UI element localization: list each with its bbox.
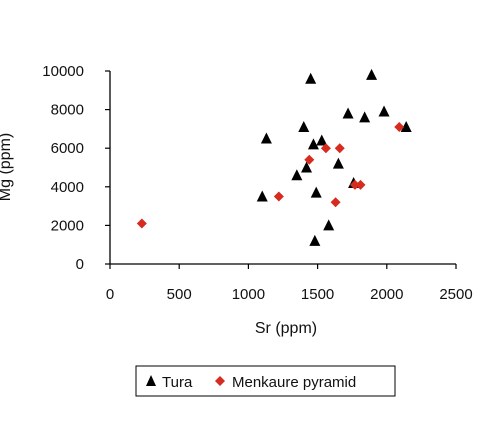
tura-point [366, 68, 378, 80]
legend: Tura Menkaure pyramid [135, 365, 396, 397]
menkaure-point [330, 197, 341, 208]
y-tick-label: 4000 [51, 179, 84, 196]
menkaure-point [394, 121, 405, 132]
menkaure-point [349, 179, 360, 190]
legend-diamond-icon [215, 376, 225, 386]
legend-label-tura: Tura [162, 374, 193, 391]
tura-point [378, 105, 390, 117]
legend-box [135, 365, 396, 397]
x-tick-label: 0 [106, 286, 114, 303]
tura-point [332, 157, 344, 169]
y-tick-label: 10000 [42, 63, 84, 80]
legend-label-menkaure: Menkaure pyramid [232, 374, 356, 391]
tura-point [359, 111, 371, 123]
plot-area: 0 2000 4000 6000 8000 10000 0 500 1000 1500 2000 2… [42, 63, 472, 303]
tura-point [316, 134, 328, 146]
tura-point [301, 161, 313, 173]
x-tick-label: 1500 [301, 286, 334, 303]
y-axis-title: Mg (ppm) [0, 133, 14, 201]
menkaure-point [334, 143, 345, 154]
tura-point [305, 72, 317, 84]
x-tick-label: 2500 [439, 286, 472, 303]
x-axis-ticks: 0 500 1000 1500 2000 2500 [106, 264, 473, 303]
data-points [136, 68, 412, 246]
y-tick-label: 2000 [51, 217, 84, 234]
x-tick-label: 1000 [232, 286, 265, 303]
tura-point [342, 107, 354, 119]
tura-point [260, 132, 272, 144]
menkaure-point [304, 154, 315, 165]
x-axis-title: Sr (ppm) [255, 320, 317, 337]
y-tick-label: 6000 [51, 140, 84, 157]
y-tick-label: 0 [76, 256, 84, 273]
tura-point [298, 120, 310, 132]
menkaure-point [320, 143, 331, 154]
x-tick-label: 2000 [370, 286, 403, 303]
tura-point [256, 190, 268, 202]
y-tick-label: 8000 [51, 102, 84, 119]
menkaure-point [136, 218, 147, 229]
tura-point [400, 120, 412, 132]
tura-point [291, 169, 303, 181]
y-axis-ticks: 0 2000 4000 6000 8000 10000 [42, 63, 110, 273]
legend-triangle-icon [146, 375, 156, 386]
tura-point [307, 138, 319, 150]
tura-point [323, 219, 335, 231]
x-tick-label: 500 [167, 286, 192, 303]
tura-point [309, 234, 321, 246]
menkaure-point [355, 179, 366, 190]
menkaure-point [273, 191, 284, 202]
tura-point [310, 186, 322, 198]
